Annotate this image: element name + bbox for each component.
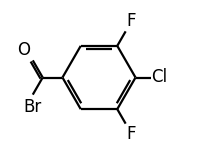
Text: Br: Br [23, 98, 41, 116]
Text: F: F [126, 12, 136, 30]
Text: F: F [126, 125, 136, 143]
Text: Cl: Cl [151, 69, 168, 86]
Text: O: O [17, 41, 30, 59]
